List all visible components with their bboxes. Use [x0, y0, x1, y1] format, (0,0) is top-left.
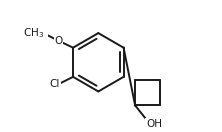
Text: OH: OH: [146, 119, 162, 129]
Text: Cl: Cl: [49, 79, 60, 89]
Text: CH$_3$: CH$_3$: [23, 26, 44, 40]
Text: O: O: [54, 36, 63, 46]
